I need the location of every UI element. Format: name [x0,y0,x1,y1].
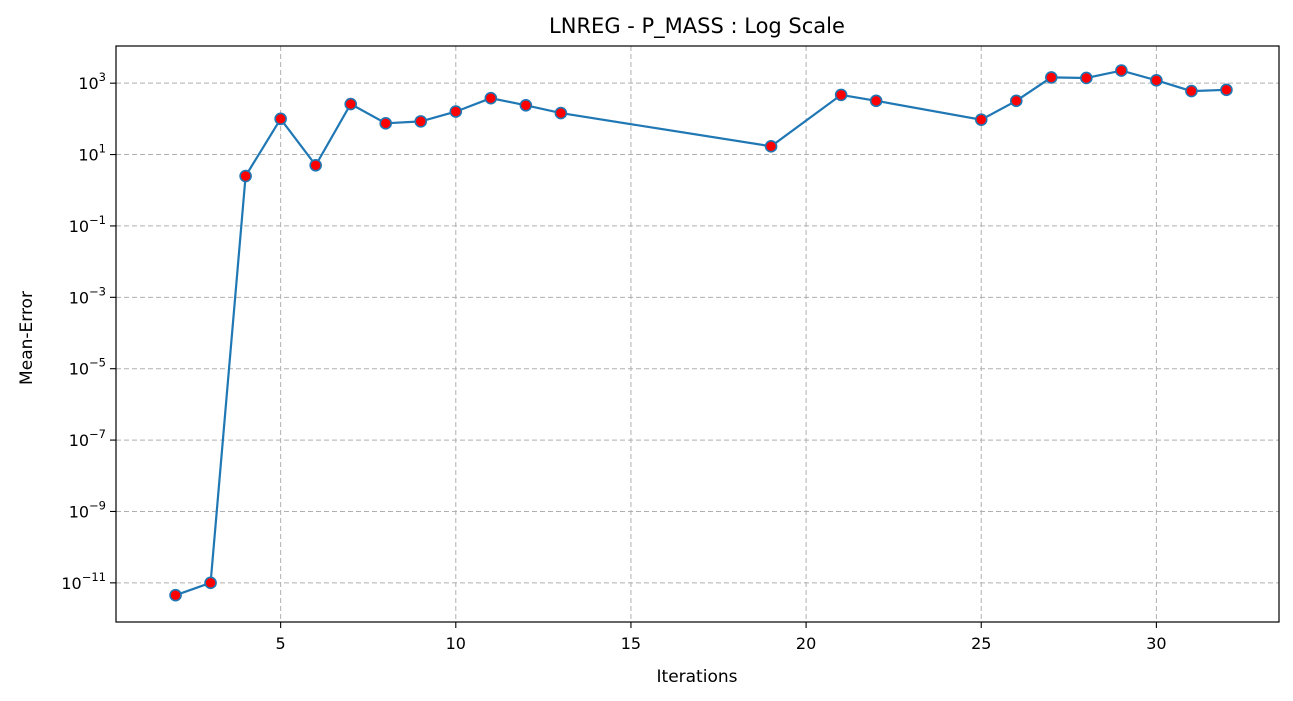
x-axis-label: Iterations [657,667,738,687]
data-point [484,91,498,105]
data-point [1009,94,1023,108]
data-point [519,98,533,112]
x-axis: 5 10 15 20 25 30 [276,622,1167,653]
data-point [414,115,428,128]
x-tick-label: 10 [446,634,466,653]
data-point [1045,71,1058,84]
y-tick-label: 10−3 [69,284,106,307]
y-tick-label: 10−5 [69,356,106,379]
y-axis: 10−11 10−9 10−7 10−5 10−3 10−1 101 103 [61,70,116,593]
data-point [974,113,988,126]
data-point [764,140,778,153]
x-tick-label: 5 [276,634,286,653]
y-tick-label: 10−11 [61,570,106,593]
y-tick-label: 101 [78,142,106,165]
y-axis-label: Mean-Error [17,291,37,385]
data-point [1150,74,1163,87]
y-tick-label: 10−7 [69,427,106,450]
data-point [554,106,568,120]
data-point [1220,83,1233,97]
data-point [169,588,182,602]
plot-frame [115,45,1280,623]
data-point [869,94,883,108]
x-tick-label: 30 [1146,634,1166,653]
y-tick-label: 10−1 [69,213,106,236]
chart-title: LNREG - P_MASS : Log Scale [549,14,845,39]
data-point [1080,71,1093,85]
y-tick-label: 10−9 [69,498,106,521]
data-point [309,158,322,172]
data-point [1185,84,1198,98]
x-tick-label: 25 [971,634,991,653]
data-point [834,88,848,102]
data-point [449,105,463,118]
y-tick-label: 103 [78,70,106,93]
series-layer [169,64,1233,602]
x-tick-label: 15 [621,634,641,653]
data-point [379,117,393,130]
data-point [204,576,217,590]
data-point [274,112,287,126]
x-tick-label: 20 [796,634,816,653]
data-point [344,97,358,111]
data-point [1115,64,1128,77]
data-point [239,169,252,183]
